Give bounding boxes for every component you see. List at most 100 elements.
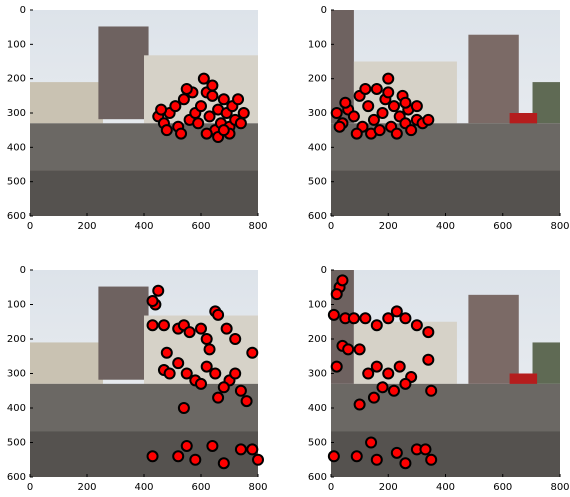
- photo: [331, 10, 560, 216]
- point: [365, 436, 378, 449]
- ground-near: [30, 431, 258, 477]
- point: [330, 360, 343, 373]
- y-tick-label: 0: [20, 5, 26, 16]
- point: [353, 398, 366, 411]
- tree: [532, 342, 560, 384]
- y-tick-label: 400: [308, 142, 327, 153]
- point: [390, 127, 403, 140]
- y-tick-label: 100: [308, 300, 327, 311]
- building: [98, 26, 149, 120]
- point: [217, 381, 230, 394]
- point: [206, 439, 219, 452]
- y-tick-label: 100: [7, 39, 26, 50]
- x-tick-label: 0: [328, 482, 334, 493]
- point: [359, 312, 372, 325]
- point: [390, 446, 403, 459]
- point: [370, 453, 383, 466]
- x-tick-label: 600: [493, 221, 512, 232]
- point: [246, 443, 259, 456]
- point: [155, 103, 168, 116]
- x-tick-label: 400: [436, 221, 455, 232]
- point: [339, 96, 352, 109]
- y-tick-label: 600: [308, 472, 327, 483]
- point: [387, 384, 400, 397]
- point: [189, 453, 202, 466]
- point: [160, 124, 173, 137]
- x-tick-label: 400: [436, 482, 455, 493]
- point: [387, 100, 400, 113]
- y-tick-label: 300: [7, 369, 26, 380]
- point: [410, 319, 423, 332]
- point: [350, 127, 363, 140]
- point: [350, 450, 363, 463]
- point: [422, 113, 435, 126]
- photo: [30, 270, 258, 477]
- point: [240, 395, 253, 408]
- point: [217, 93, 230, 106]
- ground-near: [331, 170, 560, 216]
- y-tick-label: 200: [7, 334, 26, 345]
- point: [203, 343, 216, 356]
- point: [425, 384, 438, 397]
- point: [376, 107, 389, 119]
- x-tick-label: 0: [27, 221, 33, 232]
- y-tick-label: 400: [7, 403, 26, 414]
- point: [229, 367, 242, 380]
- point: [347, 312, 360, 325]
- point: [200, 127, 213, 140]
- y-tick-label: 0: [20, 265, 26, 276]
- y-tick-label: 0: [321, 265, 327, 276]
- point: [203, 110, 216, 123]
- point: [200, 333, 213, 345]
- point: [183, 326, 196, 339]
- point: [237, 107, 250, 119]
- point: [382, 367, 395, 380]
- point: [192, 117, 205, 130]
- point: [195, 377, 207, 390]
- point: [206, 79, 219, 92]
- point: [234, 443, 247, 456]
- point: [163, 367, 176, 380]
- building: [468, 294, 519, 384]
- y-tick-label: 200: [7, 74, 26, 85]
- point: [169, 100, 182, 113]
- point: [376, 381, 389, 394]
- tree: [532, 82, 560, 124]
- point: [399, 377, 412, 390]
- point: [342, 343, 355, 356]
- photo: [30, 10, 258, 216]
- point: [252, 453, 264, 466]
- y-tick-label: 600: [7, 472, 26, 483]
- point: [180, 82, 193, 95]
- x-tick-label: 800: [550, 482, 569, 493]
- building: [331, 10, 354, 124]
- x-tick-label: 400: [134, 482, 153, 493]
- y-tick-label: 500: [7, 177, 26, 188]
- building: [468, 34, 519, 124]
- y-tick-label: 200: [308, 74, 327, 85]
- point: [422, 326, 435, 339]
- building: [98, 286, 149, 380]
- y-tick-label: 300: [308, 108, 327, 119]
- point: [246, 346, 259, 359]
- x-tick-label: 800: [248, 221, 267, 232]
- point: [180, 367, 193, 380]
- building: [30, 82, 103, 124]
- point: [382, 72, 395, 85]
- x-tick-label: 0: [27, 482, 33, 493]
- x-tick-label: 800: [248, 482, 267, 493]
- y-tick-label: 100: [7, 300, 26, 311]
- point: [370, 82, 383, 95]
- point: [146, 319, 159, 332]
- point: [206, 89, 219, 102]
- point: [330, 107, 343, 119]
- point: [382, 312, 395, 325]
- point: [362, 100, 375, 113]
- point: [152, 284, 165, 297]
- point: [146, 450, 159, 463]
- point: [405, 124, 418, 137]
- x-tick-label: 600: [191, 221, 210, 232]
- point: [232, 93, 245, 106]
- y-tick-label: 400: [308, 403, 327, 414]
